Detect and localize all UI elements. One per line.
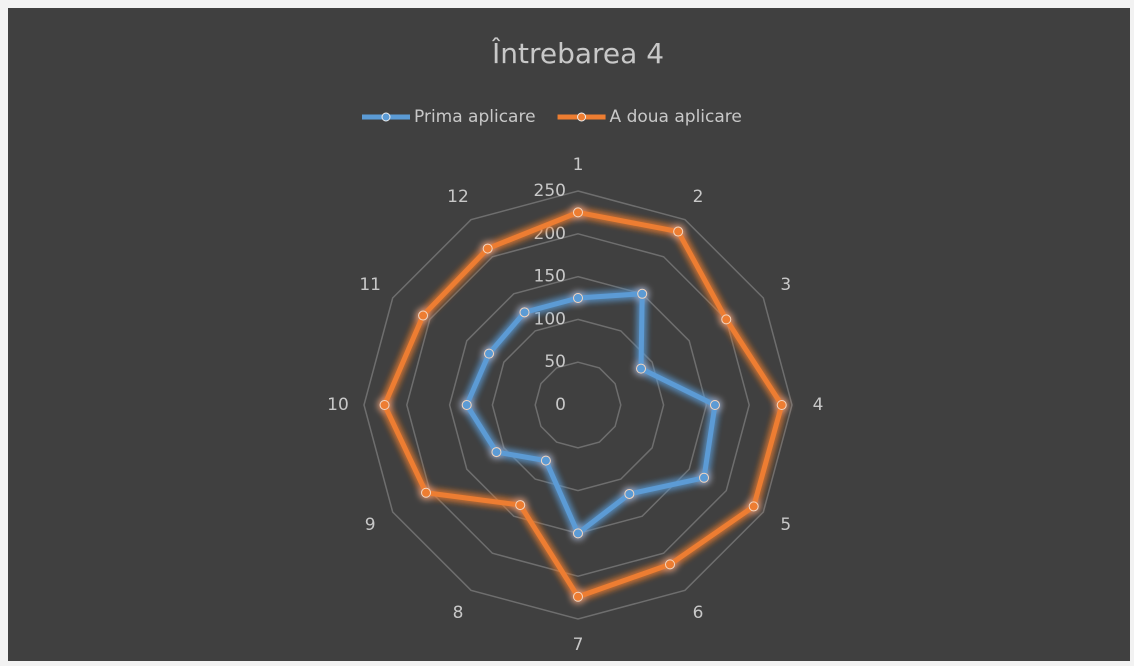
- category-label: 9: [365, 515, 376, 535]
- grid-ring: [363, 190, 793, 620]
- grid-ring: [491, 318, 665, 492]
- category-label: 4: [813, 395, 824, 415]
- category-label: 12: [447, 187, 469, 207]
- category-label: 2: [693, 187, 704, 207]
- data-point: [515, 500, 526, 511]
- data-point: [540, 455, 551, 466]
- data-point: [461, 400, 472, 410]
- data-point: [636, 363, 647, 374]
- category-label: 11: [359, 275, 381, 295]
- r-tick-label: 100: [534, 309, 566, 329]
- grid-ring: [534, 361, 622, 449]
- category-label: 3: [780, 275, 791, 295]
- data-point: [573, 528, 583, 539]
- data-point: [421, 487, 432, 498]
- r-tick-label: 250: [534, 181, 566, 201]
- category-label: 6: [693, 603, 704, 623]
- series: [461, 288, 720, 539]
- r-tick-label: 150: [534, 267, 566, 287]
- data-point: [624, 488, 635, 499]
- legend-label: A doua aplicare: [610, 107, 742, 127]
- series: [379, 207, 787, 602]
- category-label: 5: [780, 515, 791, 535]
- data-point: [748, 501, 759, 512]
- data-point: [573, 293, 583, 303]
- category-label: 10: [327, 395, 349, 415]
- data-point: [699, 472, 710, 483]
- data-point: [573, 591, 583, 602]
- category-label: 8: [453, 603, 464, 623]
- r-tick-label: 50: [544, 352, 566, 372]
- category-label: 7: [573, 635, 584, 655]
- data-point: [721, 314, 732, 325]
- data-point: [637, 288, 648, 299]
- data-point: [418, 310, 429, 321]
- data-point: [673, 226, 684, 237]
- data-point: [379, 400, 390, 410]
- r-tick-label: 0: [555, 395, 566, 415]
- data-point: [484, 348, 495, 359]
- data-point: [519, 307, 530, 318]
- data-point: [482, 243, 493, 254]
- data-point: [491, 447, 502, 458]
- chart-title: Întrebarea 4: [491, 36, 664, 70]
- data-point: [709, 400, 720, 410]
- legend-marker: [381, 112, 391, 122]
- chart-area: [8, 8, 1130, 661]
- legend: Prima aplicare A doua aplicare: [362, 107, 742, 127]
- legend-marker: [577, 112, 587, 122]
- data-point: [665, 559, 676, 570]
- data-point: [776, 400, 787, 410]
- data-point: [573, 207, 583, 218]
- legend-label: Prima aplicare: [414, 107, 536, 127]
- category-label: 1: [573, 155, 584, 175]
